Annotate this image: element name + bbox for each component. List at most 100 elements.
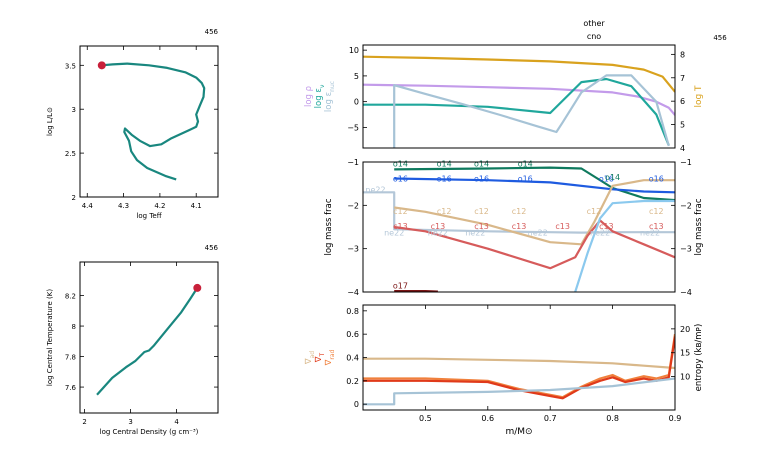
chart-title: 456 bbox=[205, 28, 219, 36]
y-axis-label-2: log εnuc bbox=[324, 81, 336, 112]
x-tick-label: 4.3 bbox=[118, 202, 129, 210]
x-tick-label: 3 bbox=[128, 418, 132, 426]
x-tick-label: 0.7 bbox=[544, 414, 557, 423]
x-tick-label: 0.6 bbox=[481, 414, 494, 423]
series-line-grad_rad bbox=[363, 334, 675, 399]
y-tick-label: 7.8 bbox=[65, 354, 76, 362]
header-line2: cno bbox=[587, 32, 601, 41]
y-axis-label-main: ∇ bbox=[304, 358, 314, 365]
y-tick-label: 7.6 bbox=[65, 384, 77, 392]
plot-frame bbox=[362, 304, 676, 411]
x-tick-label: 4.4 bbox=[82, 202, 94, 210]
chart-title: 456 bbox=[205, 244, 219, 252]
x-tick-label: 0.5 bbox=[419, 414, 432, 423]
y-axis-label-main: ∇ bbox=[314, 356, 324, 363]
y2-tick-label: 20 bbox=[680, 325, 690, 334]
series-line-series-0 bbox=[101, 62, 206, 181]
line-label-ne22: ne22 bbox=[528, 229, 548, 238]
line-label-c12: c12 bbox=[512, 207, 527, 216]
series-line-series-0 bbox=[96, 287, 199, 396]
series-line-o17 bbox=[394, 290, 438, 292]
y-tick-label: 0.8 bbox=[346, 307, 359, 316]
y2-tick-label: 7 bbox=[680, 74, 685, 83]
y2-axis-label: log T bbox=[694, 85, 704, 108]
y-tick-label: 3.5 bbox=[65, 62, 76, 70]
line-label-o16: o16 bbox=[437, 175, 452, 184]
y-axis-label: log L/L⊙ bbox=[46, 107, 54, 136]
plot-frame bbox=[79, 45, 219, 198]
chart-profile-bottom: 0.5 0.6 0.7 0.8 0.9 0 0.2 0.4 0.6 0.8 10 15 20 m/M⊙ en… bbox=[304, 304, 704, 437]
y-tick-label: 0 bbox=[354, 98, 359, 107]
y-axis-label-0: ∇ad bbox=[304, 351, 316, 365]
x-tick-label: 4.1 bbox=[191, 202, 202, 210]
y-axis-label-2: ∇rad bbox=[324, 349, 336, 366]
line-label-c13: c13 bbox=[555, 222, 570, 231]
y-tick-label: 10 bbox=[349, 46, 359, 55]
y-tick-label: 0.6 bbox=[346, 330, 359, 339]
y-tick-label: −3 bbox=[347, 245, 359, 254]
x-tick-label: 0.8 bbox=[606, 414, 619, 423]
y2-tick-label: 5 bbox=[680, 121, 685, 130]
current-model-marker bbox=[97, 61, 106, 70]
series-line-grad_ad bbox=[363, 357, 675, 370]
line-label-o14: o14 bbox=[437, 159, 452, 168]
line-label-c12: c12 bbox=[474, 207, 489, 216]
x-tick-label: 4.2 bbox=[154, 202, 165, 210]
line-label-c13: c13 bbox=[431, 222, 446, 231]
y-axis-label-sub: rad bbox=[329, 349, 336, 359]
y-axis-label-1: log εν bbox=[314, 84, 326, 108]
profile-model-number: 456 bbox=[713, 34, 727, 42]
line-label-o16: o16 bbox=[518, 175, 533, 184]
line-label-c13: c13 bbox=[649, 222, 664, 231]
y2-tick-label: 4 bbox=[680, 144, 685, 153]
y-tick-label: 0.2 bbox=[346, 377, 359, 386]
y-tick-label: 8.2 bbox=[65, 293, 76, 301]
line-label-o14: o14 bbox=[474, 159, 489, 168]
line-label-ne22: ne22 bbox=[640, 229, 660, 238]
y-axis-label-main: ∇ bbox=[324, 359, 334, 366]
line-label-o17: o17 bbox=[393, 282, 408, 291]
line-label-c12: c12 bbox=[393, 207, 408, 216]
line-label-o14: o14 bbox=[393, 159, 408, 168]
y-axis-label-sub: ν bbox=[319, 84, 326, 88]
y-tick-label: −1 bbox=[347, 158, 359, 167]
y-axis-label-sub: ad bbox=[309, 351, 316, 359]
y-axis-label-main: log ε bbox=[324, 91, 334, 112]
series-line-series-3 bbox=[393, 74, 670, 148]
x-tick-label: 2 bbox=[82, 418, 86, 426]
y2-tick-label: −3 bbox=[680, 245, 692, 254]
line-label-ne22: ne22 bbox=[590, 229, 610, 238]
y-axis-label-1: ∇T bbox=[314, 352, 326, 363]
y-tick-label: 3 bbox=[72, 106, 76, 114]
y2-tick-label: 8 bbox=[680, 50, 685, 59]
line-label-c13: c13 bbox=[512, 222, 527, 231]
y-axis-label-sub: nuc bbox=[329, 81, 336, 92]
series-line-series-1 bbox=[363, 83, 675, 116]
header-line1: other bbox=[583, 19, 605, 28]
series-line-series-0 bbox=[363, 55, 675, 93]
y-axis-label: log mass frac bbox=[324, 198, 334, 255]
y-tick-label: −2 bbox=[347, 201, 359, 210]
y-axis-label-main: log ρ bbox=[304, 86, 314, 107]
line-label-o16: o16 bbox=[474, 175, 489, 184]
series-line-o14 bbox=[394, 166, 675, 202]
y2-axis-label: entropy (kʙ/mᴘ) bbox=[694, 324, 704, 392]
y2-tick-label: −2 bbox=[680, 201, 692, 210]
y-tick-label: 8 bbox=[72, 323, 76, 331]
y2-tick-label: −1 bbox=[680, 158, 692, 167]
line-label-o16: o16 bbox=[393, 175, 408, 184]
series-line-o16 bbox=[394, 177, 675, 194]
series-line-series-2 bbox=[363, 77, 670, 146]
y2-tick-label: −4 bbox=[680, 288, 692, 297]
y-tick-label: −4 bbox=[347, 288, 359, 297]
x-tick-label: 0.9 bbox=[669, 414, 682, 423]
x-axis-label: log Central Density (g cm⁻³) bbox=[100, 428, 199, 436]
chart-hr: 4.4 4.3 4.2 4.1 2 2.5 3 3.5 456 log Teff log L/L⊙ bbox=[46, 28, 219, 220]
current-model-marker bbox=[193, 283, 202, 292]
plot-frame bbox=[362, 161, 676, 293]
y-tick-label: −5 bbox=[347, 123, 359, 132]
line-label-o16: o16 bbox=[649, 175, 664, 184]
